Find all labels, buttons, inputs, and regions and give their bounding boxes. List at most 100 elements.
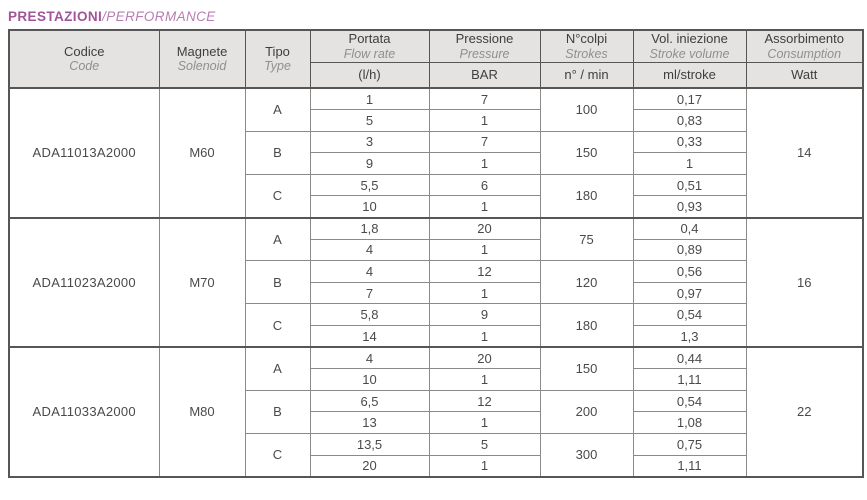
flow-cell: 5 [309, 109, 430, 132]
pressure-cell: 12 [428, 389, 541, 413]
pressure-cell: 1 [428, 454, 541, 478]
solenoid-cell: M80 [158, 346, 246, 478]
unit-colpi: n° / min [539, 61, 634, 89]
header-magnete-label: Magnete [176, 43, 228, 59]
watt-cell: 14 [745, 87, 864, 219]
volume-cell: 0,44 [632, 346, 747, 370]
header-codice-label: Codice [64, 43, 105, 59]
type-cell: C [244, 432, 311, 478]
pressure-cell: 1 [428, 195, 541, 219]
header-colpi: N°colpi Strokes [539, 29, 634, 63]
unit-portata: (l/h) [309, 61, 430, 89]
header-codice-sublabel: Code [69, 59, 100, 74]
volume-cell: 0,93 [632, 195, 747, 219]
volume-cell: 0,54 [632, 389, 747, 413]
volume-cell: 0,97 [632, 281, 747, 305]
volume-cell: 0,33 [632, 130, 747, 154]
watt-cell: 22 [745, 346, 864, 478]
strokes-cell: 180 [539, 173, 634, 219]
pressure-cell: 1 [428, 325, 541, 348]
type-cell: A [244, 86, 311, 132]
pressure-cell: 9 [428, 303, 541, 327]
header-colpi-label: N°colpi [565, 30, 608, 46]
pressure-cell: 5 [428, 433, 541, 456]
flow-cell: 4 [309, 346, 430, 370]
table-body: ADA11013A2000 M60 A 1 7 100 0,17 14 5 1 0,83 B 3 7 150… [8, 86, 864, 478]
header-magnete: Magnete Solenoid [158, 29, 246, 89]
flow-cell: 10 [309, 368, 430, 391]
flow-cell: 9 [309, 152, 430, 175]
type-cell: A [244, 216, 311, 262]
volume-cell: 1 [632, 152, 747, 175]
header-portata: Portata Flow rate [309, 29, 430, 63]
unit-assorbimento: Watt [745, 61, 864, 89]
header-magnete-sublabel: Solenoid [177, 59, 227, 74]
title-italian: PRESTAZIONI [8, 9, 103, 24]
pressure-cell: 1 [428, 411, 541, 434]
flow-cell: 6,5 [309, 389, 430, 413]
flow-cell: 1,8 [309, 216, 430, 240]
header-tipo: Tipo Type [244, 29, 311, 89]
header-assorbimento: Assorbimento Consumption [745, 29, 864, 63]
type-cell: C [244, 173, 311, 219]
volume-cell: 0,54 [632, 303, 747, 327]
code-cell: ADA11023A2000 [8, 216, 160, 348]
strokes-cell: 300 [539, 432, 634, 478]
header-iniezione-sublabel: Stroke volume [649, 46, 730, 61]
flow-cell: 1 [309, 87, 430, 111]
unit-pressione: BAR [428, 61, 541, 89]
strokes-cell: 150 [539, 130, 634, 175]
pressure-cell: 1 [428, 238, 541, 262]
flow-cell: 7 [309, 281, 430, 305]
header-pressione: Pressione Pressure [428, 29, 541, 63]
header-pressione-sublabel: Pressure [459, 46, 510, 61]
header-pressione-label: Pressione [455, 30, 514, 46]
volume-cell: 1,08 [632, 411, 747, 434]
solenoid-cell: M60 [158, 87, 246, 219]
header-assorbimento-sublabel: Consumption [767, 46, 842, 61]
volume-cell: 0,75 [632, 433, 747, 456]
volume-cell: 1,11 [632, 368, 747, 391]
type-cell: B [244, 130, 311, 175]
flow-cell: 20 [309, 454, 430, 478]
pressure-cell: 20 [428, 346, 541, 370]
pressure-cell: 1 [428, 281, 541, 305]
flow-cell: 4 [309, 238, 430, 262]
pressure-cell: 1 [428, 368, 541, 391]
header-iniezione-label: Vol. iniezione [651, 30, 728, 46]
pressure-cell: 6 [428, 173, 541, 197]
header-portata-sublabel: Flow rate [343, 46, 396, 61]
pressure-cell: 12 [428, 260, 541, 283]
volume-cell: 0,56 [632, 260, 747, 283]
volume-cell: 0,89 [632, 238, 747, 262]
flow-cell: 3 [309, 130, 430, 154]
flow-cell: 13,5 [309, 433, 430, 456]
pressure-cell: 7 [428, 87, 541, 111]
strokes-cell: 100 [539, 86, 634, 132]
strokes-cell: 150 [539, 346, 634, 391]
volume-cell: 1,3 [632, 325, 747, 348]
code-cell: ADA11033A2000 [8, 346, 160, 478]
header-tipo-label: Tipo [265, 43, 290, 59]
header-colpi-sublabel: Strokes [565, 46, 608, 61]
type-cell: C [244, 303, 311, 348]
volume-cell: 0,51 [632, 173, 747, 197]
type-cell: B [244, 389, 311, 435]
pressure-cell: 1 [428, 152, 541, 175]
header-portata-label: Portata [348, 30, 391, 46]
solenoid-cell: M70 [158, 216, 246, 348]
type-cell: B [244, 260, 311, 305]
flow-cell: 5,5 [309, 173, 430, 197]
table-header: Codice Code Magnete Solenoid Tipo Type P… [8, 29, 864, 89]
volume-cell: 0,17 [632, 87, 747, 111]
flow-cell: 14 [309, 325, 430, 348]
code-cell: ADA11013A2000 [8, 87, 160, 219]
pressure-cell: 20 [428, 216, 541, 240]
watt-cell: 16 [745, 216, 864, 348]
title-english: /PERFORMANCE [102, 9, 216, 24]
flow-cell: 13 [309, 411, 430, 434]
pressure-cell: 7 [428, 130, 541, 154]
strokes-cell: 75 [539, 216, 634, 262]
header-tipo-sublabel: Type [264, 59, 291, 74]
